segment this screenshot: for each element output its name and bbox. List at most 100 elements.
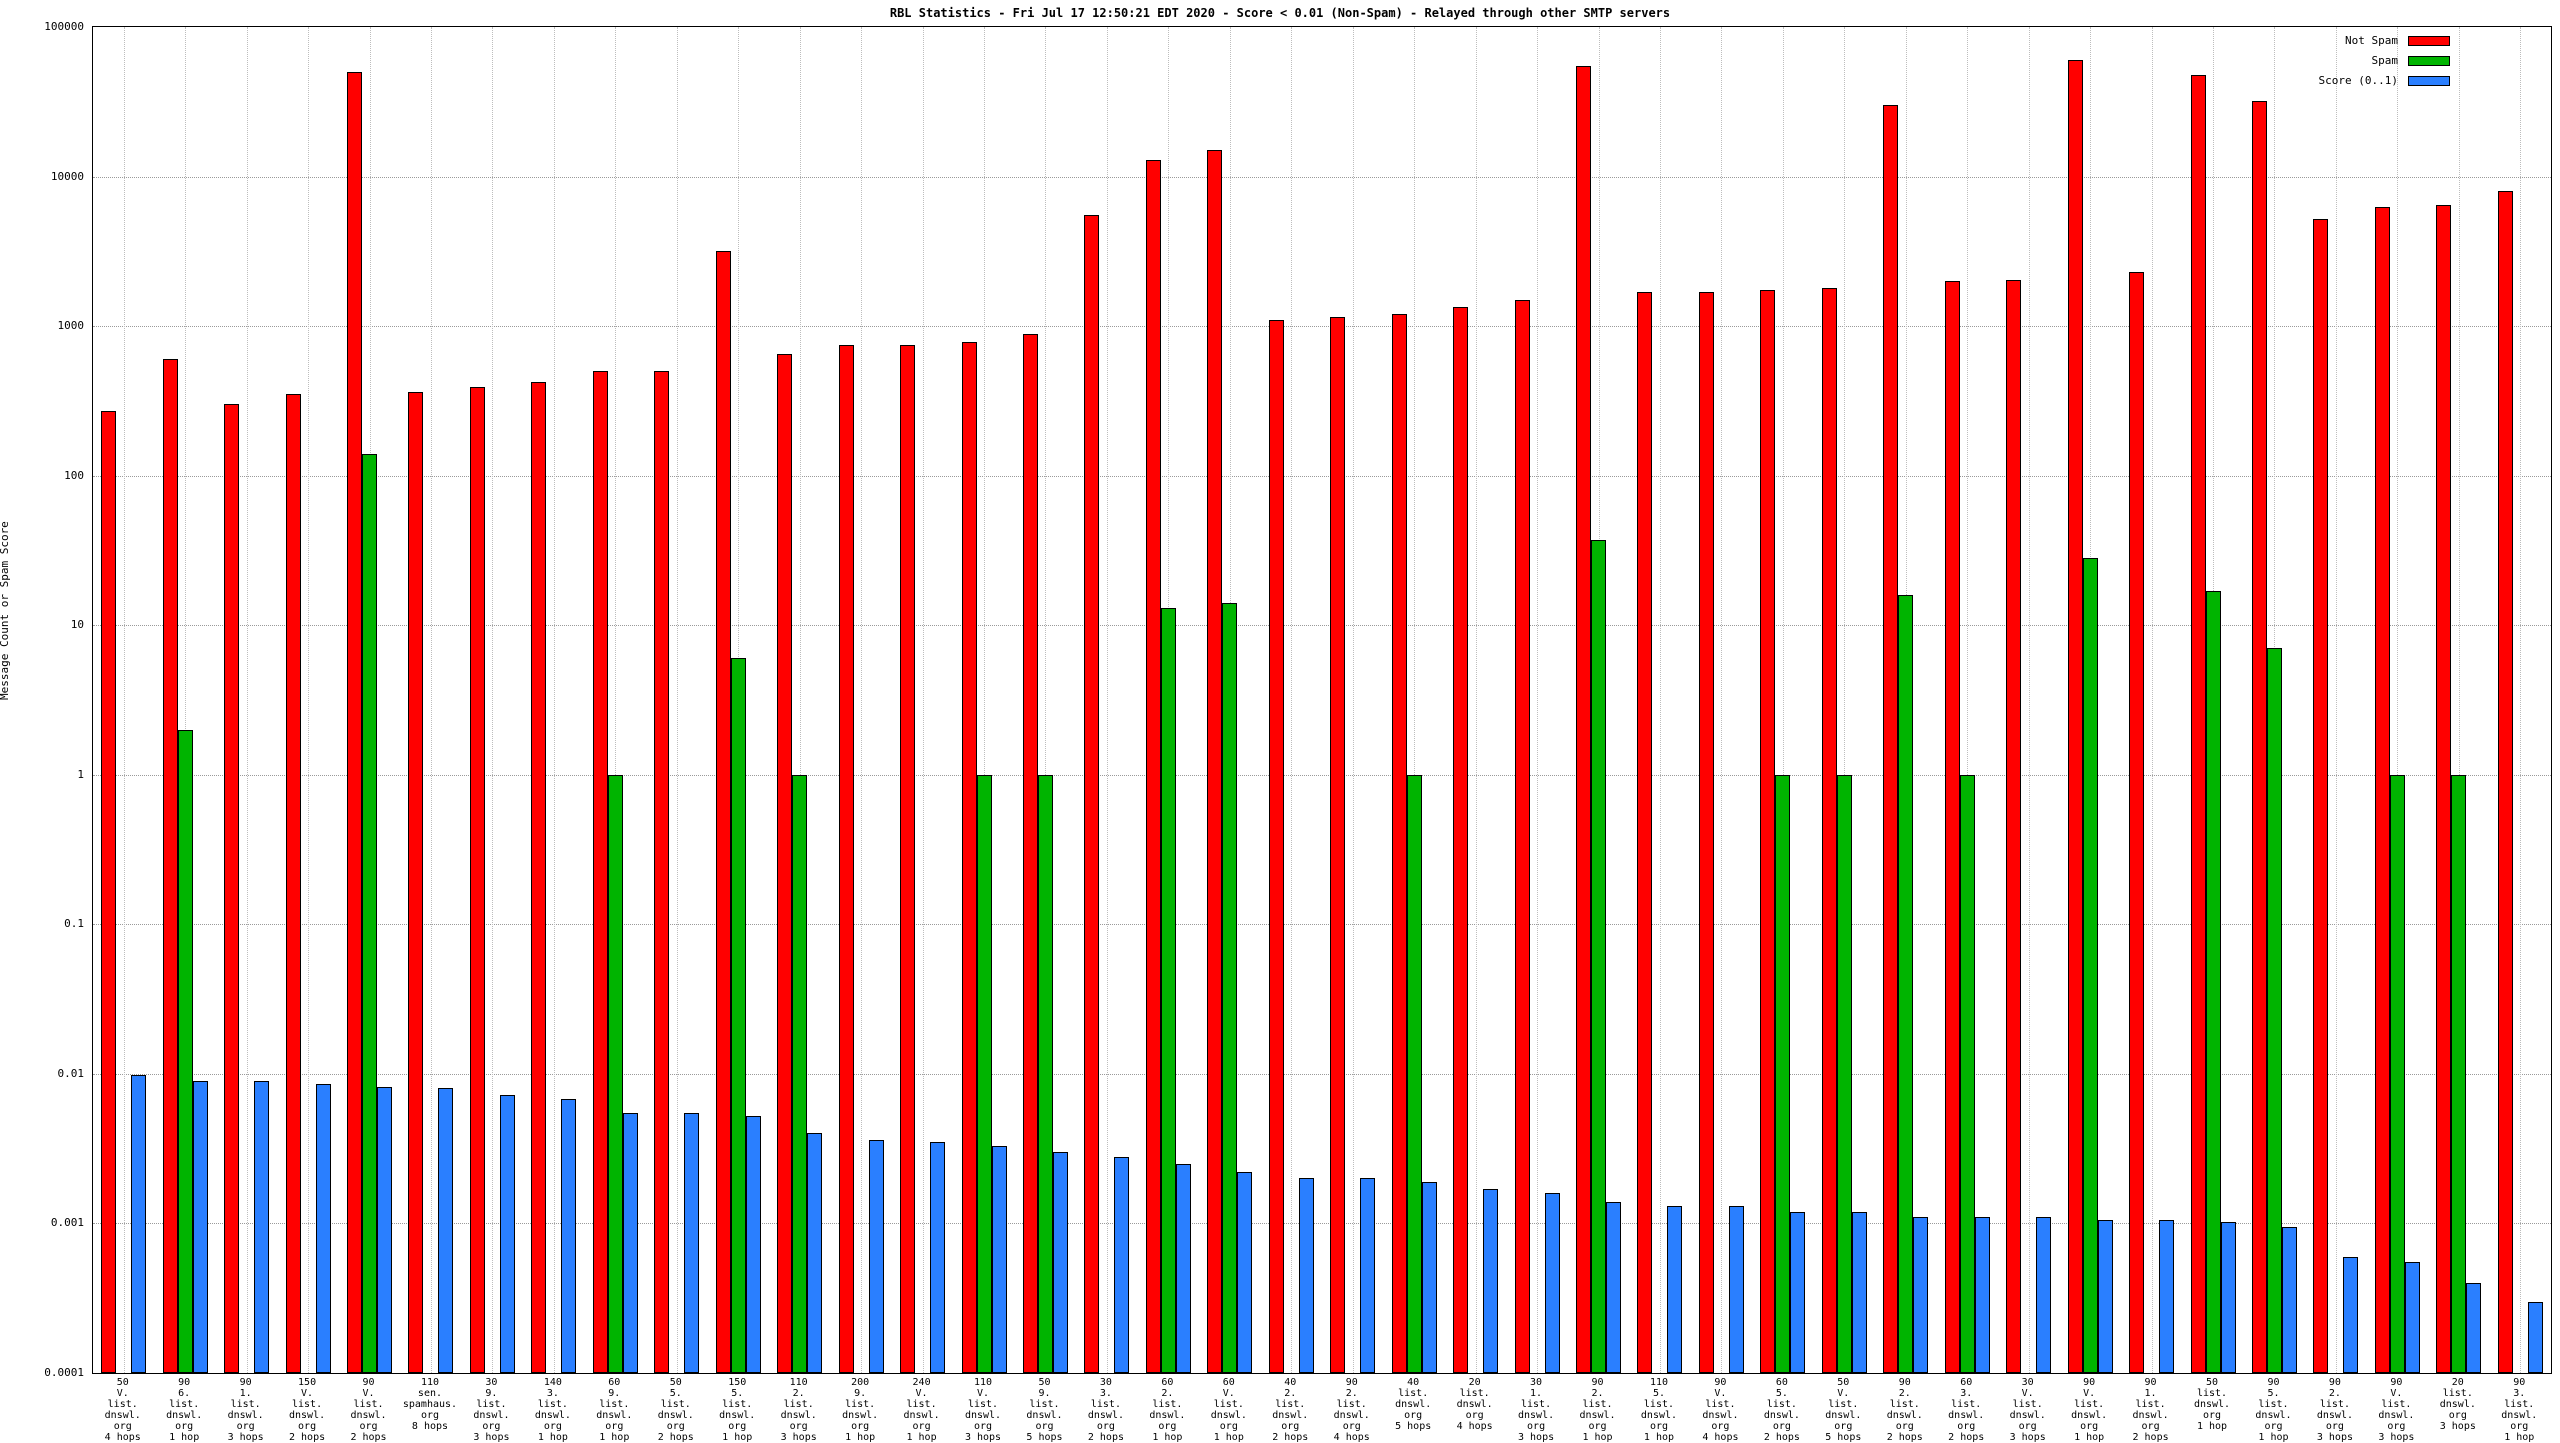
bar-score xyxy=(991,1145,1007,1373)
bar-not-spam xyxy=(1944,281,1960,1373)
bar-not-spam xyxy=(838,344,854,1373)
x-tick-label: 240 V. list. dnswl. org 1 hop xyxy=(903,1377,940,1443)
v-gridline xyxy=(615,27,617,1373)
bar-score xyxy=(2466,1282,2482,1373)
x-tick-label: 30 3. list. dnswl. org 2 hops xyxy=(1087,1377,1124,1443)
x-tick-label: 20 list. dnswl. org 4 hops xyxy=(1456,1377,1493,1432)
legend-label-spam: Spam xyxy=(2371,54,2399,67)
bar-score xyxy=(868,1140,884,1373)
bar-not-spam xyxy=(1698,291,1714,1373)
v-gridline xyxy=(861,27,863,1373)
v-gridline xyxy=(1475,27,1477,1373)
bar-score xyxy=(499,1095,515,1373)
x-tick-label: 150 5. list. dnswl. org 1 hop xyxy=(719,1377,756,1443)
bar-spam xyxy=(1836,774,1852,1373)
bar-not-spam xyxy=(1084,215,1100,1373)
bar-score xyxy=(1728,1206,1744,1373)
v-gridline xyxy=(1291,27,1293,1373)
x-tick-label: 50 5. list. dnswl. org 2 hops xyxy=(657,1377,694,1443)
x-tick-label: 90 2. list. dnswl. org 1 hop xyxy=(1579,1377,1616,1443)
legend-swatch-not-spam xyxy=(2408,35,2450,46)
legend: Not Spam Spam Score (0..1) xyxy=(2319,34,2450,94)
bar-spam xyxy=(1591,540,1607,1373)
x-tick-label: 90 V. list. dnswl. org 4 hops xyxy=(1702,1377,1739,1443)
v-gridline xyxy=(799,27,801,1373)
bar-not-spam xyxy=(592,371,608,1373)
bar-score xyxy=(930,1142,946,1373)
x-tick-label: 90 V. list. dnswl. org 3 hops xyxy=(2378,1377,2415,1443)
x-tick-label: 50 V. list. dnswl. org 5 hops xyxy=(1825,1377,1862,1443)
bar-score xyxy=(622,1112,638,1373)
v-gridline xyxy=(984,27,986,1373)
legend-item-not-spam: Not Spam xyxy=(2319,34,2450,47)
bar-not-spam xyxy=(1760,289,1776,1373)
v-gridline xyxy=(676,27,678,1373)
bar-score xyxy=(1974,1217,1990,1373)
bar-not-spam xyxy=(101,411,117,1373)
bar-score xyxy=(192,1080,208,1373)
bar-not-spam xyxy=(1391,314,1407,1373)
bar-spam xyxy=(177,729,193,1373)
bar-not-spam xyxy=(1330,317,1346,1373)
bar-not-spam xyxy=(654,371,670,1373)
legend-swatch-score xyxy=(2408,75,2450,86)
v-gridline xyxy=(1782,27,1784,1373)
bar-spam xyxy=(2082,558,2098,1373)
x-tick-label: 30 1. list. dnswl. org 3 hops xyxy=(1518,1377,1555,1443)
h-gridline xyxy=(93,1223,2551,1225)
x-tick-label: 30 9. list. dnswl. org 3 hops xyxy=(473,1377,510,1443)
bar-not-spam xyxy=(715,250,731,1373)
y-axis-label: Message Count or Spam Score xyxy=(0,521,11,700)
bar-not-spam xyxy=(285,394,301,1373)
bar-spam xyxy=(976,774,992,1373)
bar-score xyxy=(807,1133,823,1373)
bar-not-spam xyxy=(2374,206,2390,1373)
bar-not-spam xyxy=(1514,299,1530,1373)
bar-spam xyxy=(1406,774,1422,1373)
v-gridline xyxy=(1659,27,1661,1373)
x-tick-label: 110 2. list. dnswl. org 3 hops xyxy=(780,1377,817,1443)
x-tick-label: 60 V. list. dnswl. org 1 hop xyxy=(1210,1377,1247,1443)
legend-label-not-spam: Not Spam xyxy=(2345,34,2398,47)
plot-area xyxy=(92,26,2552,1374)
bar-not-spam xyxy=(224,404,240,1373)
bar-not-spam xyxy=(2190,74,2206,1373)
bar-not-spam xyxy=(2129,272,2145,1373)
v-gridline xyxy=(1721,27,1723,1373)
y-tick-label: 100000 xyxy=(44,20,84,33)
bar-not-spam xyxy=(2251,101,2267,1373)
x-tick-label: 110 5. list. dnswl. org 1 hop xyxy=(1640,1377,1678,1443)
v-gridline xyxy=(246,27,248,1373)
bar-score xyxy=(438,1088,454,1373)
x-tick-label: 110 sen. spamhaus. org 8 hops xyxy=(402,1377,458,1432)
x-tick-label: 40 list. dnswl. org 5 hops xyxy=(1395,1377,1432,1432)
bar-score xyxy=(2220,1222,2236,1373)
bar-score xyxy=(1913,1217,1929,1373)
x-tick-label: 90 1. list. dnswl. org 2 hops xyxy=(2132,1377,2169,1443)
bar-spam xyxy=(792,774,808,1373)
bar-spam xyxy=(1222,603,1238,1373)
x-tick-label: 20 list. dnswl. org 3 hops xyxy=(2439,1377,2476,1432)
chart-title: RBL Statistics - Fri Jul 17 12:50:21 EDT… xyxy=(889,6,1671,20)
y-tick-label: 1000 xyxy=(57,319,85,333)
x-tick-label: 60 9. list. dnswl. org 1 hop xyxy=(596,1377,633,1443)
bar-score xyxy=(315,1084,331,1373)
bar-spam xyxy=(607,774,623,1373)
h-gridline xyxy=(93,176,2551,178)
x-tick-label: 90 V. list. dnswl. org 2 hops xyxy=(350,1377,387,1443)
legend-label-score: Score (0..1) xyxy=(2318,74,2398,87)
bar-score xyxy=(2036,1217,2052,1373)
bar-not-spam xyxy=(1022,334,1038,1373)
bar-not-spam xyxy=(162,359,178,1373)
v-gridline xyxy=(1414,27,1416,1373)
bar-score xyxy=(1667,1206,1683,1373)
v-gridline xyxy=(430,27,432,1373)
v-gridline xyxy=(492,27,494,1373)
bar-not-spam xyxy=(347,72,363,1373)
legend-item-score: Score (0..1) xyxy=(2319,74,2450,87)
bar-spam xyxy=(2266,648,2282,1373)
legend-item-spam: Spam xyxy=(2319,54,2450,67)
x-tick-label: 90 6. list. dnswl. org 1 hop xyxy=(166,1377,203,1443)
bar-score xyxy=(1606,1201,1622,1373)
bar-spam xyxy=(2205,590,2221,1373)
